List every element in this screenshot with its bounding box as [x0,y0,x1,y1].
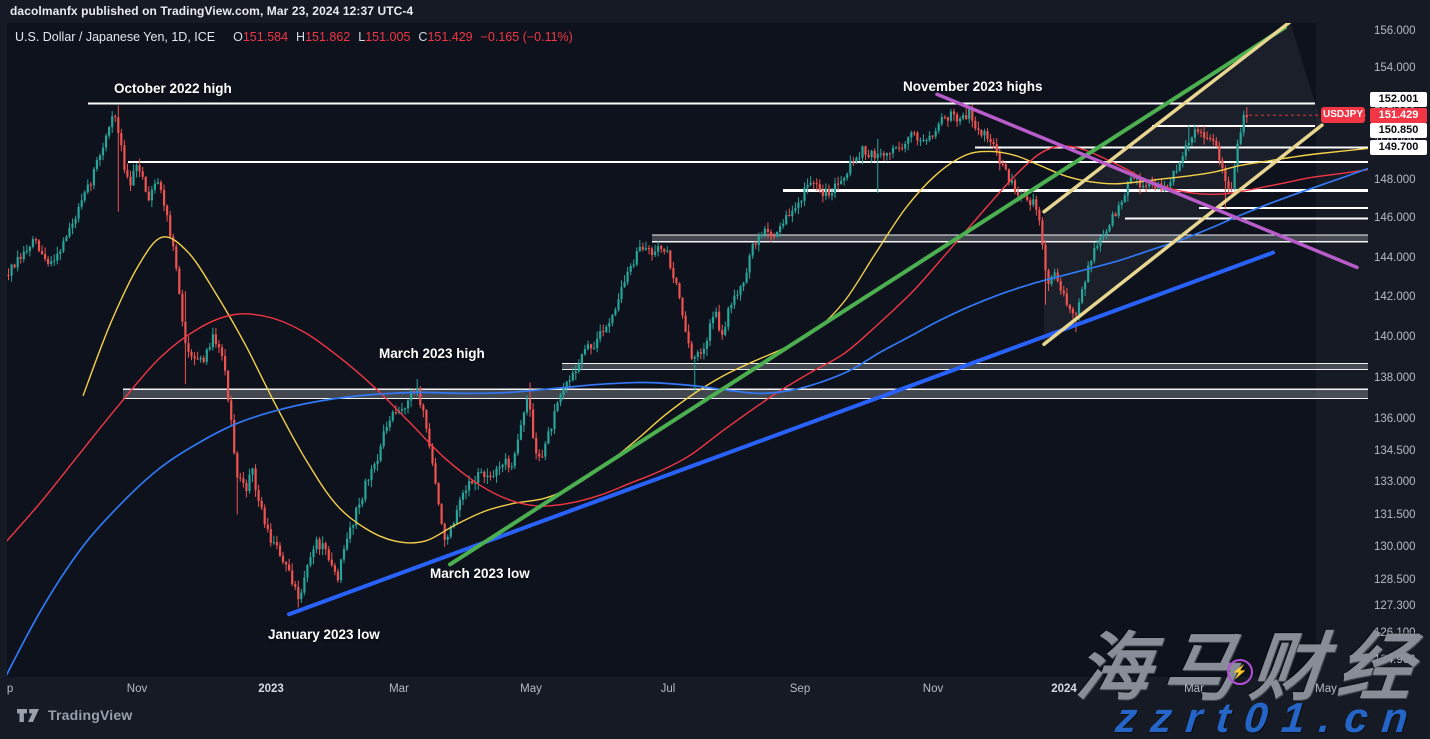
candlesticks [7,104,1248,608]
price-axis-label: 130.000 [1374,540,1416,553]
tradingview-icon [17,708,39,722]
chart-text-annotation[interactable]: October 2022 high [114,81,232,96]
price-axis-label: 134.500 [1374,444,1416,457]
channel-upper-yellow[interactable] [1042,23,1292,214]
price-axis-label: 144.000 [1374,251,1416,264]
price-axis-label: 133.000 [1374,476,1416,489]
chart-text-annotation[interactable]: March 2023 low [430,566,530,581]
lightning-icon: ⚡ [1227,659,1253,685]
chart-text-annotation[interactable]: January 2023 low [268,627,380,642]
price-axis-label: 146.000 [1374,212,1416,225]
ohlc-value: 151.584 [242,30,289,44]
price-axis-label: 154.000 [1374,61,1416,74]
time-axis[interactable]: Sep Nov 2023 Mar May Jul Sep Nov 2024 Mar May [7,677,1368,703]
ohlc-value: 151.429 [427,30,473,44]
chart-text-annotation[interactable]: March 2023 high [379,346,485,361]
time-axis-label: Mar [1184,683,1204,695]
time-axis-label: Jul [660,683,676,695]
time-axis-label: Sep [7,683,14,695]
price-axis-label: 138.000 [1374,371,1416,384]
price-axis-label: 124.900 [1374,654,1416,667]
time-axis-label: Nov [922,683,944,695]
zone-137-2 [123,388,1368,400]
time-axis-label: Sep [789,683,811,695]
symbol-legend[interactable]: U.S. Dollar / Japanese Yen, 1D, ICE O151.… [15,30,573,44]
last-price-badge: 151.429 [1370,107,1427,123]
price-axis-label: 140.000 [1374,331,1416,344]
level-price-badge: 152.001 [1370,92,1427,108]
ohlc-value: 151.862 [305,30,351,44]
tradingview-footer-logo[interactable]: TradingView [16,707,132,723]
price-axis-label: 156.000 [1374,25,1416,37]
time-axis-label: 2023 [258,683,284,695]
ohlc-key: H [296,30,306,44]
price-axis-label: 148.000 [1374,173,1416,186]
time-axis-label: May [1315,683,1337,695]
price-line-symbol-tag: USDJPY [1321,107,1365,123]
time-axis-label: 2024 [1051,683,1077,695]
price-axis-label: 136.000 [1374,413,1416,426]
symbol-description: U.S. Dollar / Japanese Yen, 1D, ICE [15,30,216,44]
price-axis-label: 126.100 [1374,627,1416,640]
time-axis-label: May [520,683,542,695]
ohlc-key: L [358,30,366,44]
price-chart-svg[interactable] [7,23,1368,677]
ohlc-key: C [418,30,428,44]
level-price-badge: 150.850 [1370,123,1427,139]
level-price-badge: 149.700 [1370,140,1427,156]
price-axis[interactable]: 156.000154.000152.000150.000148.000146.0… [1369,23,1430,677]
time-axis-label: Nov [126,683,148,695]
channel-lower-yellow[interactable] [1042,123,1324,347]
pane-bg [7,23,1368,677]
ohlc-value: 151.005 [365,30,411,44]
watermark-url-text: zzrt01.cn [1113,694,1425,739]
tradingview-brand-text: TradingView [48,707,133,723]
price-axis-label: 131.500 [1374,508,1416,521]
downtrend-purple[interactable] [935,92,1359,270]
uptrend-green[interactable] [448,25,1287,567]
change-value: −0.165 (−0.11%) [480,30,573,44]
price-axis-label: 142.000 [1374,291,1416,304]
uptrend-blue[interactable] [287,250,1275,617]
ohlc-values: O151.584 H151.862 L151.005 C151.429 [225,30,473,44]
sma-fast-yellow [82,147,1368,544]
price-axis-label: 127.300 [1374,600,1416,613]
chart-text-annotation[interactable]: November 2023 highs [903,79,1043,94]
publish-title-bar: dacolmanfx published on TradingView.com,… [0,0,1430,22]
price-axis-label: 128.500 [1374,573,1416,586]
time-axis-label: Mar [389,683,409,695]
publisher-line: dacolmanfx published on TradingView.com,… [10,4,414,18]
ohlc-key: O [233,30,243,44]
